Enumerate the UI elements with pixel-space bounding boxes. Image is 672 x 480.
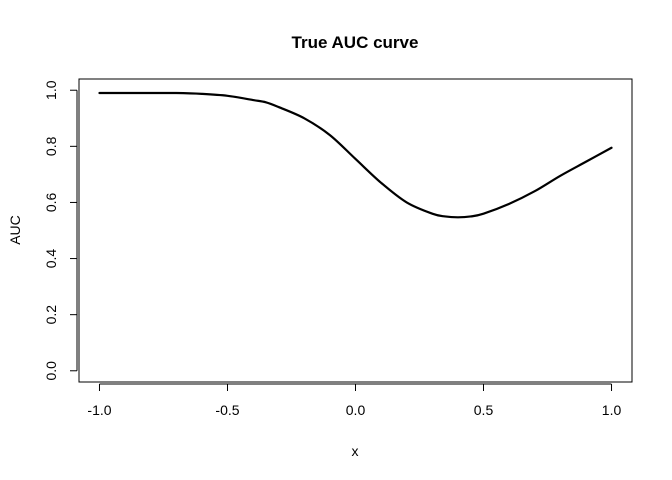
x-tick-label: -1.0 [87,402,111,418]
y-tick-label: 0.4 [43,249,59,269]
x-tick-label: 0.0 [346,402,366,418]
y-axis-label: AUC [7,215,23,245]
y-tick-label: 0.2 [43,305,59,325]
y-axis: 0.0 0.2 0.4 0.6 0.8 1.0 [43,80,78,381]
plot-frame [78,78,633,383]
y-tick-label: 0.0 [43,361,59,381]
chart-title: True AUC curve [292,33,419,52]
y-tick-label: 1.0 [43,80,59,100]
x-axis: -1.0 -0.5 0.0 0.5 1.0 [87,383,622,418]
y-tick-label: 0.6 [43,193,59,213]
x-tick-label: 0.5 [474,402,494,418]
x-axis-label: x [352,443,359,459]
x-tick-label: -0.5 [215,402,239,418]
x-tick-label: 1.0 [602,402,622,418]
y-tick-label: 0.8 [43,136,59,156]
auc-curve-line [98,91,613,219]
